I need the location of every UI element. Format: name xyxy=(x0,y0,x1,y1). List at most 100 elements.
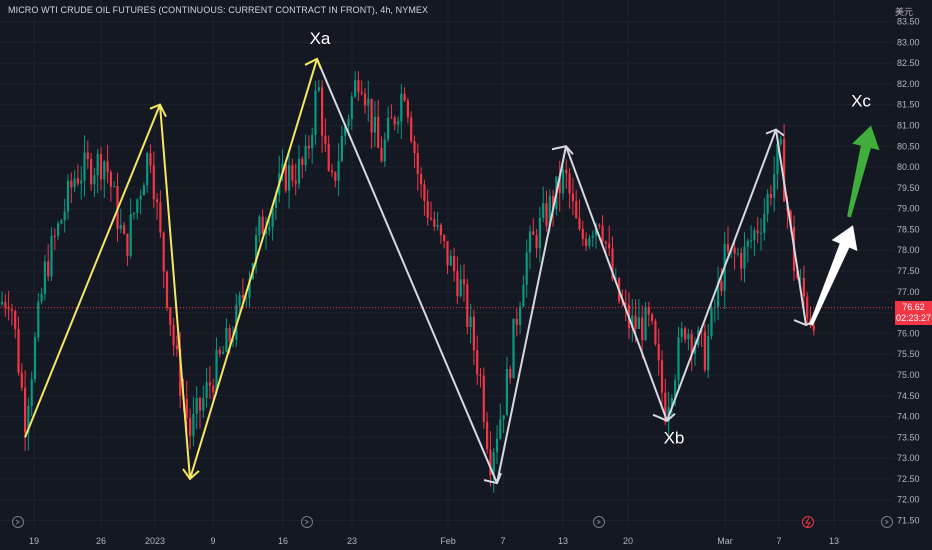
candle-body xyxy=(631,315,634,329)
candle-body xyxy=(456,271,459,297)
candle-body xyxy=(400,93,403,122)
y-tick-label: 74.50 xyxy=(897,391,920,401)
y-tick-label: 77.50 xyxy=(897,266,920,276)
candle-body xyxy=(33,337,37,380)
candle-body xyxy=(383,139,386,162)
candle-body xyxy=(479,374,482,376)
candle-body xyxy=(581,228,584,239)
candle-body xyxy=(268,226,271,231)
candle-body xyxy=(769,193,772,198)
x-tick-label: 7 xyxy=(776,536,781,546)
candle-body xyxy=(528,231,532,253)
replay-icon xyxy=(593,516,605,528)
candle-body xyxy=(486,421,489,450)
replay-icon-glyph xyxy=(15,519,20,525)
candle-body xyxy=(136,199,139,214)
candle-body xyxy=(717,281,720,307)
yellow-pivot-head xyxy=(149,103,167,118)
candle-body xyxy=(4,302,7,308)
candle-body xyxy=(654,321,657,344)
candle-body xyxy=(641,317,644,341)
candle-body xyxy=(561,169,565,194)
candle-body xyxy=(763,213,766,233)
candle-body xyxy=(522,284,525,307)
white-pivot-head xyxy=(652,412,676,422)
candle-body xyxy=(776,143,779,175)
candle-body xyxy=(152,165,155,200)
replay-icon xyxy=(301,516,313,528)
x-tick-label: 20 xyxy=(623,536,633,546)
candle-body xyxy=(377,116,380,148)
candle-body xyxy=(469,316,472,328)
candle-body xyxy=(294,180,297,184)
candle-body xyxy=(0,302,4,305)
candle-body xyxy=(360,92,363,94)
candle-body xyxy=(324,135,327,144)
candle-body xyxy=(396,121,400,125)
y-tick-label: 82.50 xyxy=(897,58,920,68)
candle-body xyxy=(195,398,198,414)
candle-body xyxy=(443,235,446,242)
candle-body xyxy=(601,225,604,242)
candle-body xyxy=(225,327,228,352)
candle-body xyxy=(50,235,53,277)
candle-body xyxy=(189,417,192,437)
x-tick-label: 2023 xyxy=(145,536,165,546)
candle-body xyxy=(736,253,739,255)
candle-body xyxy=(492,452,495,476)
y-tick-label: 75.50 xyxy=(897,349,920,359)
candle-body xyxy=(644,306,647,341)
candle-body xyxy=(297,158,301,184)
candle-body xyxy=(743,246,746,269)
candle-body xyxy=(466,284,469,328)
candle-body xyxy=(340,135,343,162)
candle-body xyxy=(429,217,433,220)
candle-body xyxy=(73,178,76,188)
candle-body xyxy=(53,235,56,237)
candle-body xyxy=(106,161,109,173)
x-tick-label: Feb xyxy=(440,536,456,546)
currency-label: 美元 xyxy=(895,7,914,17)
candle-body xyxy=(519,306,522,326)
candle-body xyxy=(281,164,284,174)
candle-body xyxy=(248,278,251,298)
candle-body xyxy=(525,252,528,285)
candle-body xyxy=(354,80,357,97)
candle-body xyxy=(680,328,683,338)
candle-body xyxy=(783,139,786,202)
candle-body xyxy=(238,295,241,305)
time-axis[interactable]: 19 26 2023 9 16 23 Feb 7 13 20 Mar 7 13 xyxy=(29,536,839,546)
candle-body xyxy=(30,379,33,406)
candle-body xyxy=(439,224,442,236)
candle-body xyxy=(532,231,535,236)
y-tick-label: 77.00 xyxy=(897,287,920,297)
candle-body xyxy=(284,164,287,191)
candle-body xyxy=(759,232,763,234)
candle-body xyxy=(502,415,505,420)
candle-body xyxy=(93,175,96,185)
candle-body xyxy=(47,261,50,277)
candle-body xyxy=(548,195,551,226)
candle-body xyxy=(462,279,466,285)
price-axis[interactable]: 83.50 83.00 82.50 82.00 81.50 81.00 80.50 80.00… xyxy=(897,17,920,526)
candle-body xyxy=(165,271,169,308)
candle-body xyxy=(585,238,588,247)
y-tick-label: 82.00 xyxy=(897,79,920,89)
candle-body xyxy=(373,116,376,133)
candle-body xyxy=(66,180,70,212)
arrow-drawings xyxy=(809,125,880,326)
lightning-icon xyxy=(805,517,811,528)
candle-body xyxy=(7,307,10,310)
candle-body xyxy=(459,279,462,297)
x-tick-label: 19 xyxy=(29,536,39,546)
y-tick-label: 83.50 xyxy=(897,17,920,27)
candle-body xyxy=(146,153,149,186)
candle-body xyxy=(17,329,20,373)
candle-body xyxy=(495,438,499,453)
candle-body xyxy=(413,141,416,153)
candle-body xyxy=(674,380,677,399)
candle-body xyxy=(707,335,710,371)
candle-body xyxy=(179,348,182,396)
candle-body xyxy=(634,315,637,329)
